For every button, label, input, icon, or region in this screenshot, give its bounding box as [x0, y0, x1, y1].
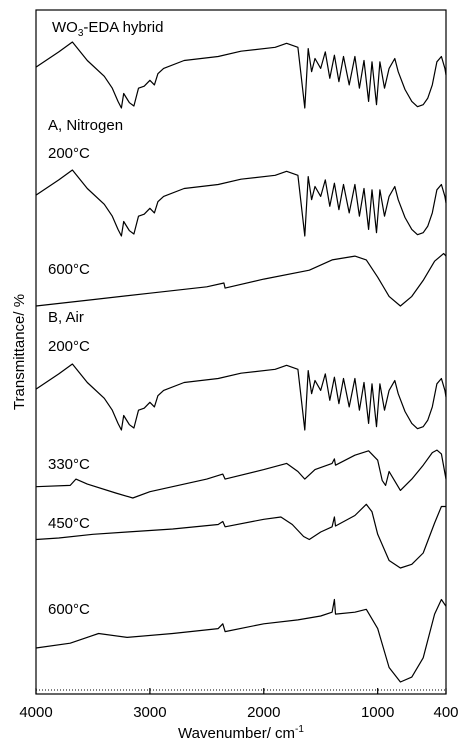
- trace-n600: [35, 252, 447, 307]
- trace-a600: [35, 598, 447, 683]
- label-n200: 200°C: [48, 145, 90, 162]
- label-hybrid-rest: -EDA hybrid: [83, 19, 163, 36]
- label-a330: 330°C: [48, 456, 90, 473]
- x-tick-label: 2000: [247, 704, 280, 721]
- label-a450: 450°C: [48, 515, 90, 532]
- trace-a330: [35, 449, 447, 499]
- x-axis-title: Wavenumber/ cm-1: [178, 724, 304, 742]
- x-tick-label: 1000: [361, 704, 394, 721]
- spectra-traces: [35, 41, 447, 683]
- x-axis-title-superscript: -1: [295, 724, 304, 735]
- y-axis-title: Transmittance/ %: [11, 294, 28, 410]
- trace-hybrid: [35, 41, 447, 109]
- label-air: B, Air: [48, 309, 84, 326]
- plot-frame: [35, 9, 447, 695]
- label-a200: 200°C: [48, 338, 90, 355]
- label-n600: 600°C: [48, 261, 90, 278]
- label-nitrogen: A, Nitrogen: [48, 117, 123, 134]
- trace-a450: [35, 503, 446, 569]
- x-tick-label: 3000: [133, 704, 166, 721]
- x-axis-ticks: 4000 3000 2000 1000 400: [19, 688, 459, 721]
- label-a600: 600°C: [48, 601, 90, 618]
- trace-a200: [35, 363, 447, 431]
- x-tick-label: 4000: [19, 704, 52, 721]
- label-hybrid-subscript: 3: [78, 28, 84, 39]
- label-hybrid: WO3-EDA hybrid: [52, 19, 163, 39]
- trace-n200: [35, 169, 447, 237]
- x-tick-label: 400: [433, 704, 458, 721]
